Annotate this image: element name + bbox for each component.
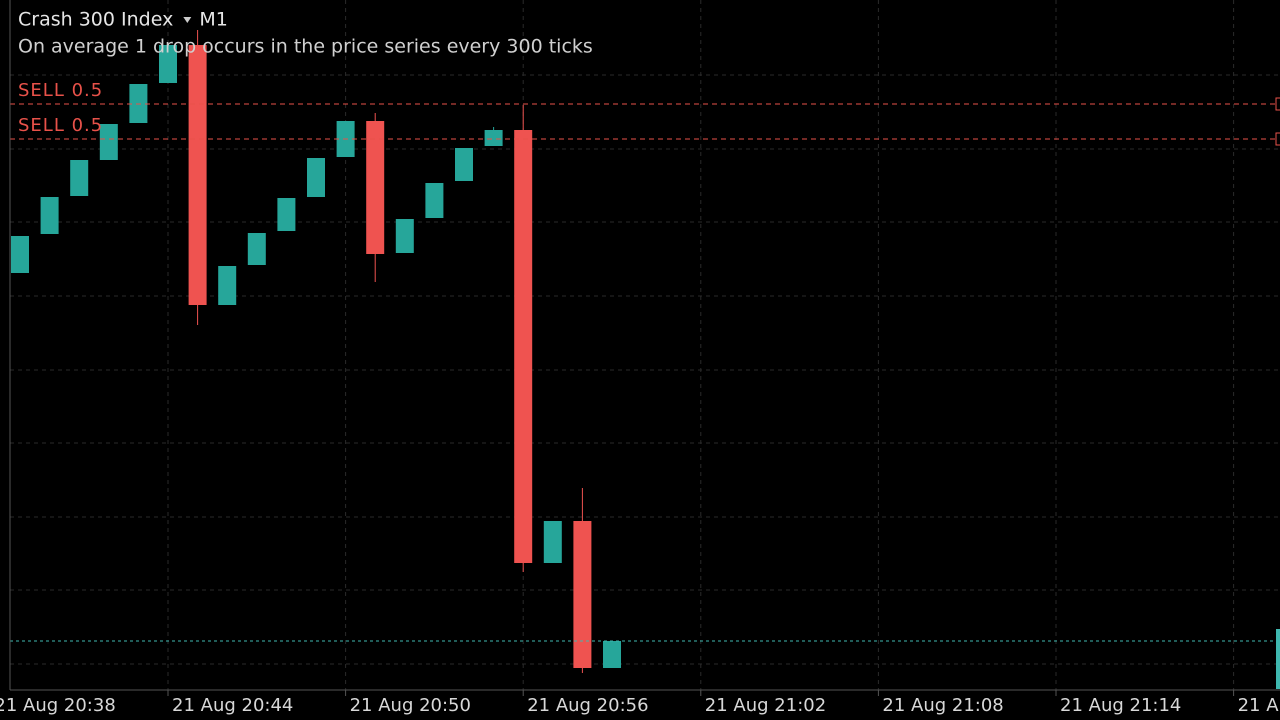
candle-body bbox=[543, 521, 562, 563]
x-tick-label: 21 Aug 21:08 bbox=[882, 695, 1003, 716]
candle-body bbox=[218, 266, 237, 305]
x-tick-label: 21 Aug 21:14 bbox=[1060, 695, 1181, 716]
candle-body bbox=[188, 45, 207, 305]
candle-body bbox=[40, 197, 59, 234]
candle-body bbox=[455, 148, 473, 181]
x-tick-label: 21 Aug 20:56 bbox=[527, 695, 648, 716]
price-marker bbox=[1276, 629, 1280, 689]
plot bbox=[10, 30, 1280, 689]
order-marker bbox=[1275, 132, 1280, 146]
candle-body bbox=[277, 198, 296, 231]
candle-body bbox=[159, 45, 177, 83]
dropdown-caret[interactable] bbox=[183, 17, 192, 23]
order-label: SELL 0.5 bbox=[18, 80, 103, 101]
candle-body bbox=[70, 160, 89, 196]
candle-body bbox=[573, 521, 592, 668]
candle-body bbox=[484, 130, 503, 146]
candle-body bbox=[11, 236, 29, 273]
candle-body bbox=[514, 130, 533, 563]
x-tick-label: 21 Aug 20:50 bbox=[350, 695, 471, 716]
x-tick-label: 21 Aug 20:38 bbox=[0, 695, 116, 716]
candle-body bbox=[247, 233, 266, 265]
x-tick-label: 21 Aug 21:20 bbox=[1238, 695, 1280, 716]
order-label: SELL 0.5 bbox=[18, 115, 103, 136]
subtitle: On average 1 drop occurs in the price se… bbox=[18, 36, 593, 58]
labels: Crash 300 Index M1 On average 1 drop occ… bbox=[0, 9, 1280, 717]
grid bbox=[10, 0, 1280, 696]
candle-body bbox=[425, 183, 444, 218]
candle-body bbox=[307, 158, 325, 197]
candle-body bbox=[366, 121, 385, 254]
x-tick-label: 21 Aug 21:02 bbox=[705, 695, 826, 716]
candle-body bbox=[603, 641, 621, 668]
order-marker bbox=[1275, 97, 1280, 111]
symbol-title[interactable]: Crash 300 Index bbox=[18, 9, 173, 31]
x-tick-label: 21 Aug 20:44 bbox=[172, 695, 293, 716]
timeframe[interactable]: M1 bbox=[199, 9, 227, 31]
candle-body bbox=[395, 219, 414, 253]
candle-body bbox=[99, 124, 118, 160]
